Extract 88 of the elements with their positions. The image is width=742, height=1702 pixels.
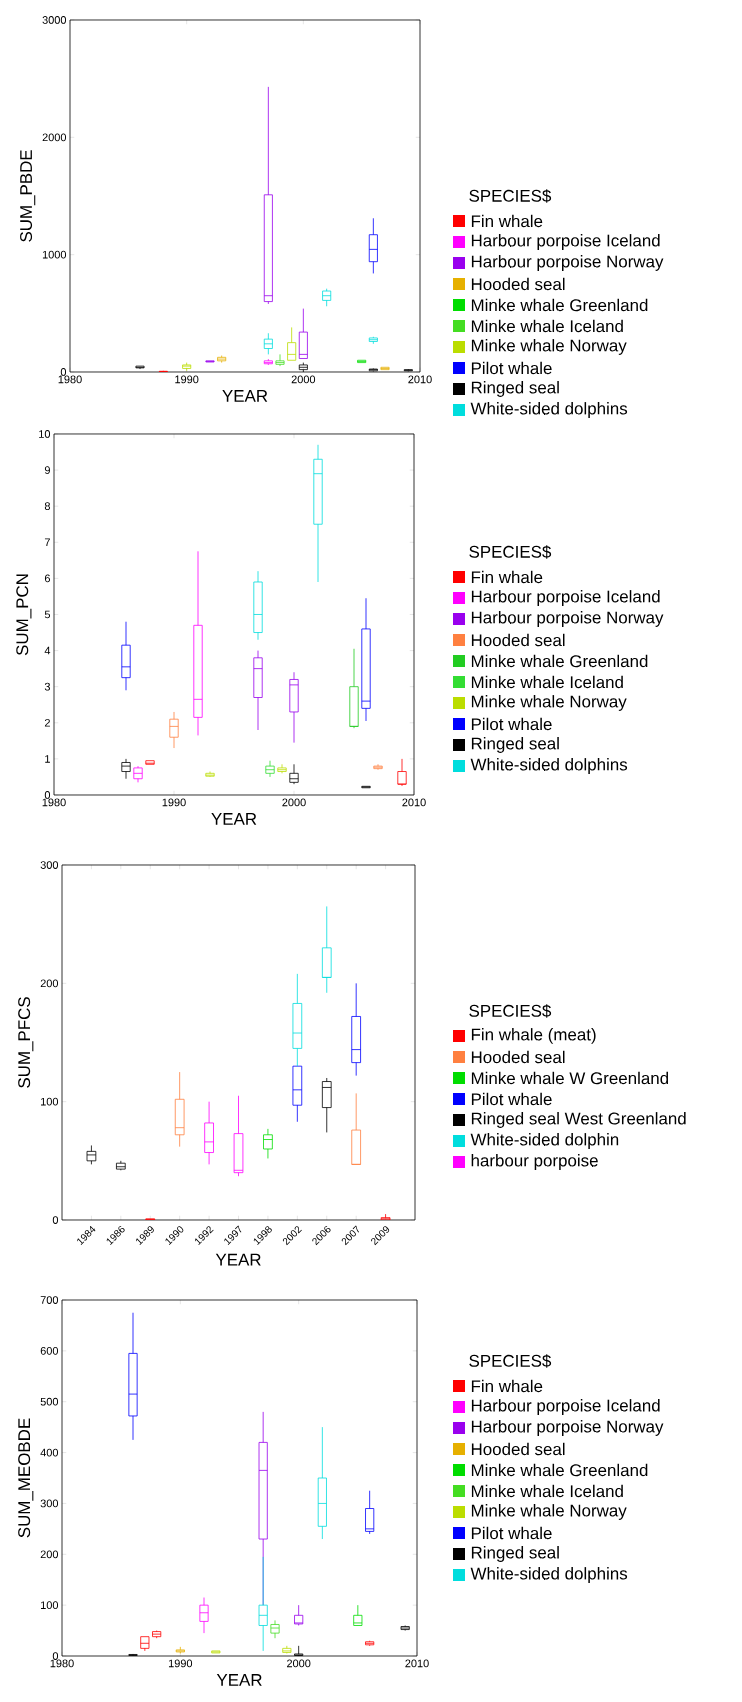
- legend-label: Pilot whale: [471, 717, 552, 731]
- y-axis-title: SUM_PBDE: [20, 150, 36, 242]
- x-tick-label: 1980: [42, 798, 66, 807]
- y-tick-label: 9: [44, 466, 50, 474]
- x-tick-label: 1990: [175, 375, 199, 384]
- x-tick-label: 1990: [168, 1659, 193, 1668]
- x-tick-label: 1980: [58, 375, 82, 384]
- legend-label: Minke whale Greenland: [471, 654, 648, 668]
- y-tick-label: 700: [40, 1296, 59, 1304]
- x-axis-title: YEAR: [211, 813, 257, 825]
- x-axis-title: YEAR: [216, 1674, 262, 1686]
- legend-label: Ringed seal: [471, 381, 559, 397]
- y-tick-label: 3000: [42, 16, 67, 24]
- y-tick-label: 2000: [42, 133, 67, 142]
- legend-label: Fin whale (meat): [471, 1028, 596, 1044]
- x-tick-label: 1980: [50, 1659, 74, 1668]
- legend-label: Minke whale Norway: [471, 339, 627, 355]
- y-tick-label: 100: [41, 1097, 59, 1106]
- legend-label: White-sided dolphins: [470, 402, 628, 418]
- legend-title: SPECIES$: [469, 545, 552, 559]
- legend-label: Harbour porpoise Norway: [471, 1420, 664, 1436]
- legend-label: Minke whale Greenland: [471, 1463, 648, 1477]
- legend-title: SPECIES$: [469, 1354, 552, 1368]
- y-tick-label: 500: [40, 1397, 59, 1406]
- y-tick-label: 100: [41, 1601, 59, 1610]
- legend-label: Ringed seal: [471, 1546, 559, 1562]
- legend-label: Fin whale: [471, 214, 543, 228]
- legend-label: Fin whale: [471, 1379, 543, 1393]
- y-tick-label: 600: [40, 1346, 59, 1355]
- legend-label: Fin whale: [471, 570, 543, 584]
- legend-title: SPECIES$: [469, 1004, 552, 1018]
- y-tick-label: 3: [44, 682, 50, 691]
- legend-label: Hooded seal: [471, 277, 565, 291]
- y-tick-label: 0: [60, 368, 67, 376]
- y-tick-label: 8: [44, 502, 50, 511]
- y-tick-label: 4: [44, 646, 51, 655]
- legend-label: White-sided dolphins: [470, 1567, 628, 1583]
- x-axis-title: YEAR: [215, 1253, 261, 1266]
- legend-label: Minke whale Iceland: [471, 675, 623, 689]
- x-tick-label: 2010: [405, 1659, 429, 1668]
- x-tick-label: 2010: [402, 798, 426, 807]
- y-axis-title: SUM_MEOBDE: [18, 1418, 34, 1538]
- legend-label: Hooded seal: [471, 1442, 565, 1456]
- y-tick-label: 1000: [42, 250, 67, 259]
- y-tick-label: 6: [44, 574, 50, 583]
- legend-label: Minke whale Greenland: [471, 298, 648, 312]
- y-tick-label: 2: [44, 718, 50, 727]
- legend-label: Pilot whale: [471, 1526, 552, 1540]
- legend-label: Harbour porpoise Iceland: [471, 234, 660, 250]
- legend-title: SPECIES$: [469, 189, 552, 203]
- y-tick-label: 200: [40, 979, 59, 988]
- legend-label: Harbour porpoise Iceland: [471, 1399, 660, 1415]
- x-tick-label: 2000: [282, 798, 306, 807]
- legend-label: Minke whale Iceland: [471, 319, 623, 333]
- legend-label: Minke whale Norway: [471, 1504, 627, 1520]
- legend-label: Hooded seal: [471, 1050, 565, 1064]
- legend-label: Harbour porpoise Iceland: [471, 590, 660, 606]
- legend-label: Harbour porpoise Norway: [471, 611, 664, 627]
- legend-label: Hooded seal: [471, 633, 565, 647]
- x-axis-title: YEAR: [222, 390, 268, 402]
- y-tick-label: 300: [40, 1499, 59, 1508]
- y-tick-label: 1: [45, 755, 50, 763]
- legend-label: Minke whale Iceland: [471, 1484, 623, 1498]
- y-axis-title: SUM_PFCS: [18, 997, 34, 1088]
- legend-label: White-sided dolphin: [470, 1133, 619, 1149]
- y-tick-label: 5: [44, 610, 51, 619]
- y-tick-label: 0: [44, 791, 51, 799]
- y-tick-label: 400: [40, 1448, 59, 1457]
- x-tick-label: 1990: [162, 798, 186, 807]
- x-tick-label: 2010: [408, 375, 432, 384]
- y-axis-title: SUM_PCN: [16, 574, 32, 656]
- y-tick-label: 7: [44, 538, 50, 547]
- legend-label: Minke whale Norway: [471, 695, 627, 711]
- legend-label: Ringed seal West Greenland: [471, 1112, 686, 1128]
- x-tick-label: 2000: [291, 375, 316, 384]
- y-tick-label: 10: [39, 430, 51, 438]
- y-tick-label: 200: [40, 1550, 59, 1559]
- legend-label: Minke whale W Greenland: [471, 1071, 669, 1085]
- legend-label: harbour porpoise: [471, 1154, 598, 1170]
- legend-label: Harbour porpoise Norway: [471, 255, 664, 271]
- legend-label: Ringed seal: [471, 737, 559, 753]
- y-tick-label: 300: [40, 861, 59, 869]
- x-tick-label: 2000: [287, 1659, 311, 1668]
- y-tick-label: 0: [52, 1216, 59, 1224]
- legend-label: Pilot whale: [471, 361, 552, 375]
- legend-label: Pilot whale: [471, 1092, 552, 1106]
- legend-label: White-sided dolphins: [470, 758, 628, 774]
- y-tick-label: 0: [52, 1652, 59, 1660]
